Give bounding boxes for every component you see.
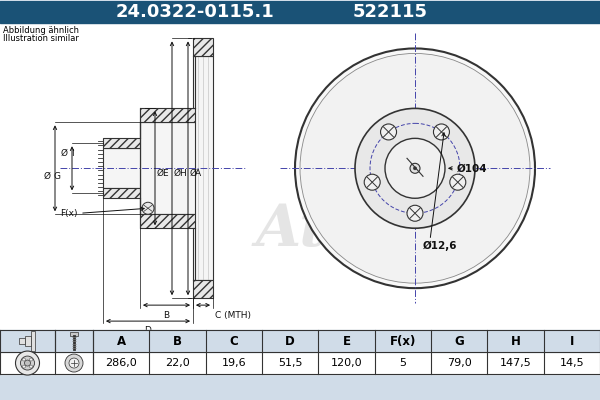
Circle shape [385, 138, 445, 198]
Circle shape [295, 48, 535, 288]
Circle shape [410, 163, 420, 173]
Circle shape [69, 358, 79, 368]
Text: 120,0: 120,0 [331, 358, 362, 368]
Text: H: H [511, 334, 520, 348]
Text: G: G [54, 172, 61, 181]
Text: F(x): F(x) [60, 209, 77, 218]
Text: C: C [229, 334, 238, 348]
Circle shape [450, 174, 466, 190]
Text: F(x): F(x) [389, 334, 416, 348]
Text: I: I [569, 334, 574, 348]
Circle shape [29, 365, 32, 368]
Bar [140, 108, 195, 122]
Circle shape [22, 365, 25, 368]
Text: 79,0: 79,0 [447, 358, 472, 368]
Text: Ø: Ø [157, 169, 164, 178]
Bar [103, 138, 140, 148]
Circle shape [65, 354, 83, 372]
Text: 24.0322-0115.1: 24.0322-0115.1 [116, 2, 274, 20]
Circle shape [355, 108, 475, 228]
Text: Ø12,6: Ø12,6 [423, 241, 458, 252]
Text: B: B [163, 311, 170, 320]
Text: Ø: Ø [174, 169, 181, 178]
Circle shape [142, 202, 154, 214]
Text: I: I [71, 149, 74, 158]
Bar [70, 332, 78, 336]
Bar [103, 148, 140, 188]
Circle shape [29, 358, 32, 361]
Text: H: H [179, 169, 186, 178]
Circle shape [20, 356, 35, 370]
Text: D: D [145, 326, 151, 335]
Text: 522115: 522115 [353, 2, 427, 20]
Text: D: D [285, 334, 295, 348]
Circle shape [380, 124, 397, 140]
Text: E: E [343, 334, 350, 348]
Circle shape [407, 205, 423, 221]
Text: E: E [162, 169, 167, 178]
Bar [0, 330, 600, 352]
Text: Ø: Ø [190, 169, 197, 178]
Text: Illustration similar: Illustration similar [3, 34, 79, 44]
Bar [193, 56, 213, 280]
Bar [103, 188, 140, 198]
Text: 22,0: 22,0 [165, 358, 190, 368]
Text: C (MTH): C (MTH) [215, 311, 251, 320]
Circle shape [22, 358, 25, 361]
Text: Ate: Ate [256, 202, 364, 258]
Text: 286,0: 286,0 [105, 358, 137, 368]
Text: G: G [454, 334, 464, 348]
Text: B: B [173, 334, 182, 348]
Bar [19, 338, 25, 344]
Circle shape [433, 124, 449, 140]
Text: 14,5: 14,5 [560, 358, 584, 368]
Bar [0, 22, 600, 330]
Bar [193, 38, 213, 56]
Text: 147,5: 147,5 [500, 358, 532, 368]
Bar [0, 0, 600, 22]
Circle shape [413, 167, 416, 170]
Bar [140, 214, 195, 228]
Text: 51,5: 51,5 [278, 358, 302, 368]
Text: 19,6: 19,6 [221, 358, 246, 368]
Circle shape [364, 174, 380, 190]
Text: A: A [195, 169, 201, 178]
Bar [140, 122, 195, 214]
Text: Ø: Ø [44, 172, 51, 181]
Bar [31, 331, 35, 351]
Bar [193, 280, 213, 298]
Bar [0, 330, 600, 374]
Circle shape [16, 351, 40, 375]
Text: Abbildung ähnlich: Abbildung ähnlich [3, 26, 79, 36]
Text: Ø: Ø [61, 149, 68, 158]
Bar [25, 336, 31, 346]
Circle shape [25, 360, 31, 366]
Circle shape [300, 54, 530, 283]
Text: 5: 5 [400, 358, 406, 368]
Text: A: A [116, 334, 126, 348]
Text: Ø104: Ø104 [457, 163, 488, 173]
